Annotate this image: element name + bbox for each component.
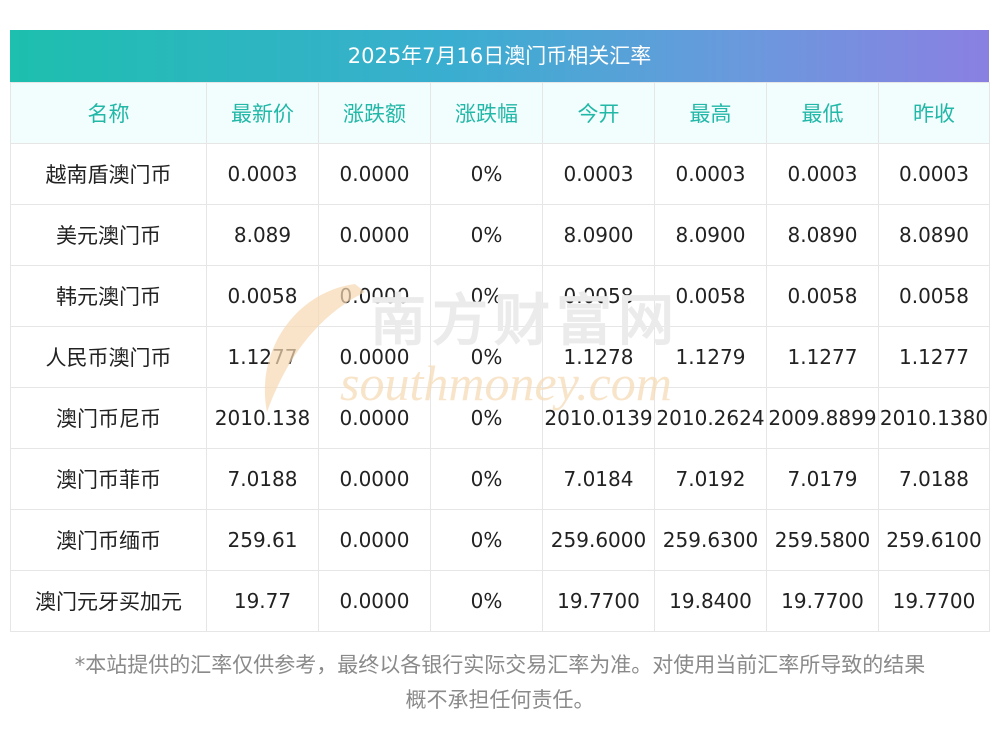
cell-prev-close: 0.0058 xyxy=(878,265,990,327)
cell-high: 7.0192 xyxy=(654,448,767,510)
cell-open: 259.6000 xyxy=(542,509,655,571)
cell-open: 2010.0139 xyxy=(542,387,655,449)
cell-latest: 2010.138 xyxy=(206,387,319,449)
table-row: 澳门币菲币 7.0188 0.0000 0% 7.0184 7.0192 7.0… xyxy=(10,448,990,510)
cell-latest: 19.77 xyxy=(206,570,319,632)
cell-high: 1.1279 xyxy=(654,326,767,388)
cell-high: 259.6300 xyxy=(654,509,767,571)
cell-low: 2009.8899 xyxy=(766,387,879,449)
cell-prev-close: 8.0890 xyxy=(878,204,990,266)
cell-prev-close: 2010.1380 xyxy=(878,387,990,449)
cell-open: 8.0900 xyxy=(542,204,655,266)
cell-change-pct: 0% xyxy=(430,265,543,327)
cell-prev-close: 259.6100 xyxy=(878,509,990,571)
cell-name: 人民币澳门币 xyxy=(10,326,207,388)
cell-name: 澳门币菲币 xyxy=(10,448,207,510)
cell-name: 澳门元牙买加元 xyxy=(10,570,207,632)
cell-low: 0.0003 xyxy=(766,143,879,205)
cell-high: 8.0900 xyxy=(654,204,767,266)
disclaimer: *本站提供的汇率仅供参考，最终以各银行实际交易汇率为准。对使用当前汇率所导致的结… xyxy=(0,648,1000,718)
cell-high: 2010.2624 xyxy=(654,387,767,449)
cell-latest: 259.61 xyxy=(206,509,319,571)
cell-change-pct: 0% xyxy=(430,448,543,510)
table-row: 澳门币缅币 259.61 0.0000 0% 259.6000 259.6300… xyxy=(10,509,990,571)
column-header-prev-close: 昨收 xyxy=(878,82,990,144)
cell-name: 越南盾澳门币 xyxy=(10,143,207,205)
cell-name: 澳门币缅币 xyxy=(10,509,207,571)
cell-prev-close: 19.7700 xyxy=(878,570,990,632)
cell-change: 0.0000 xyxy=(318,387,431,449)
cell-prev-close: 1.1277 xyxy=(878,326,990,388)
table-row: 越南盾澳门币 0.0003 0.0000 0% 0.0003 0.0003 0.… xyxy=(10,143,990,205)
cell-open: 1.1278 xyxy=(542,326,655,388)
disclaimer-line-2: 概不承担任何责任。 xyxy=(405,688,595,712)
column-header-low: 最低 xyxy=(766,82,879,144)
cell-open: 0.0058 xyxy=(542,265,655,327)
cell-change: 0.0000 xyxy=(318,448,431,510)
table-row: 韩元澳门币 0.0058 0.0000 0% 0.0058 0.0058 0.0… xyxy=(10,265,990,327)
cell-open: 19.7700 xyxy=(542,570,655,632)
table-row: 澳门币尼币 2010.138 0.0000 0% 2010.0139 2010.… xyxy=(10,387,990,449)
cell-open: 7.0184 xyxy=(542,448,655,510)
cell-low: 0.0058 xyxy=(766,265,879,327)
cell-low: 259.5800 xyxy=(766,509,879,571)
cell-latest: 8.089 xyxy=(206,204,319,266)
cell-change-pct: 0% xyxy=(430,143,543,205)
rate-table-container: 2025年7月16日澳门币相关汇率 名称 最新价 涨跌额 涨跌幅 今开 最高 最… xyxy=(10,30,990,632)
cell-low: 1.1277 xyxy=(766,326,879,388)
exchange-rate-table: 名称 最新价 涨跌额 涨跌幅 今开 最高 最低 昨收 越南盾澳门币 0.0003… xyxy=(10,82,990,632)
cell-low: 7.0179 xyxy=(766,448,879,510)
cell-latest: 7.0188 xyxy=(206,448,319,510)
cell-change: 0.0000 xyxy=(318,265,431,327)
table-header-row: 名称 最新价 涨跌额 涨跌幅 今开 最高 最低 昨收 xyxy=(10,82,990,144)
cell-high: 0.0058 xyxy=(654,265,767,327)
cell-name: 澳门币尼币 xyxy=(10,387,207,449)
table-title: 2025年7月16日澳门币相关汇率 xyxy=(10,30,989,82)
column-header-name: 名称 xyxy=(10,82,207,144)
cell-name: 美元澳门币 xyxy=(10,204,207,266)
cell-high: 19.8400 xyxy=(654,570,767,632)
cell-change: 0.0000 xyxy=(318,204,431,266)
column-header-open: 今开 xyxy=(542,82,655,144)
column-header-high: 最高 xyxy=(654,82,767,144)
column-header-latest: 最新价 xyxy=(206,82,319,144)
cell-name: 韩元澳门币 xyxy=(10,265,207,327)
cell-change: 0.0000 xyxy=(318,509,431,571)
cell-low: 8.0890 xyxy=(766,204,879,266)
cell-change-pct: 0% xyxy=(430,204,543,266)
disclaimer-line-1: *本站提供的汇率仅供参考，最终以各银行实际交易汇率为准。对使用当前汇率所导致的结… xyxy=(74,653,926,677)
cell-latest: 0.0003 xyxy=(206,143,319,205)
cell-latest: 0.0058 xyxy=(206,265,319,327)
cell-change-pct: 0% xyxy=(430,570,543,632)
cell-latest: 1.1277 xyxy=(206,326,319,388)
cell-low: 19.7700 xyxy=(766,570,879,632)
column-header-change: 涨跌额 xyxy=(318,82,431,144)
table-row: 澳门元牙买加元 19.77 0.0000 0% 19.7700 19.8400 … xyxy=(10,570,990,632)
table-row: 美元澳门币 8.089 0.0000 0% 8.0900 8.0900 8.08… xyxy=(10,204,990,266)
cell-change-pct: 0% xyxy=(430,326,543,388)
table-row: 人民币澳门币 1.1277 0.0000 0% 1.1278 1.1279 1.… xyxy=(10,326,990,388)
cell-change-pct: 0% xyxy=(430,509,543,571)
cell-change-pct: 0% xyxy=(430,387,543,449)
cell-high: 0.0003 xyxy=(654,143,767,205)
column-header-change-pct: 涨跌幅 xyxy=(430,82,543,144)
cell-change: 0.0000 xyxy=(318,570,431,632)
cell-change: 0.0000 xyxy=(318,326,431,388)
cell-prev-close: 0.0003 xyxy=(878,143,990,205)
cell-open: 0.0003 xyxy=(542,143,655,205)
cell-prev-close: 7.0188 xyxy=(878,448,990,510)
cell-change: 0.0000 xyxy=(318,143,431,205)
